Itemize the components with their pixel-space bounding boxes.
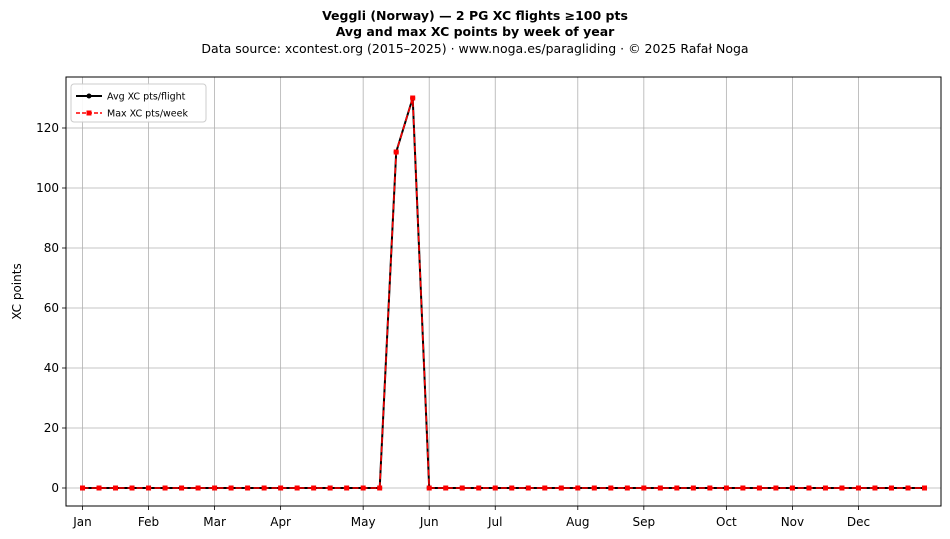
data-point xyxy=(657,485,663,491)
data-point xyxy=(129,485,135,491)
legend-label: Max XC pts/week xyxy=(107,109,188,120)
plot-frame xyxy=(65,76,942,507)
series-line xyxy=(82,97,925,489)
data-point xyxy=(509,485,515,491)
chart-subtitle: Data source: xcontest.org (2015–2025) · … xyxy=(201,41,749,56)
data-point xyxy=(476,485,482,491)
x-tick-label: Feb xyxy=(138,515,159,529)
x-tick-label: May xyxy=(351,515,376,529)
data-point xyxy=(525,485,531,491)
x-tick-label: Nov xyxy=(781,515,804,529)
legend-marker xyxy=(86,110,92,116)
data-point xyxy=(822,485,828,491)
data-point xyxy=(212,485,218,491)
data-point xyxy=(608,485,614,491)
x-tick-label: Jun xyxy=(419,515,439,529)
legend: Avg XC pts/flight Max XC pts/week xyxy=(70,83,207,123)
legend-box xyxy=(70,83,207,123)
data-point xyxy=(360,485,366,491)
chart-titles: Veggli (Norway) — 2 PG XC flights ≥100 p… xyxy=(0,8,950,57)
x-tick-label: Aug xyxy=(566,515,589,529)
data-point xyxy=(789,485,795,491)
data-point xyxy=(294,485,300,491)
data-point xyxy=(278,485,284,491)
x-tick-label: Oct xyxy=(716,515,737,529)
y-axis-label: XC points xyxy=(10,263,24,319)
data-point xyxy=(641,485,647,491)
data-point xyxy=(740,485,746,491)
data-point xyxy=(591,485,597,491)
x-tick-label: Apr xyxy=(270,515,291,529)
y-tick-label: 60 xyxy=(44,301,59,315)
data-point xyxy=(96,485,102,491)
data-point xyxy=(806,485,812,491)
data-point xyxy=(426,485,432,491)
x-tick-label: Jul xyxy=(487,515,502,529)
data-point xyxy=(459,485,465,491)
data-point xyxy=(146,485,152,491)
data-point xyxy=(228,485,234,491)
series-line xyxy=(82,97,925,489)
data-point xyxy=(80,485,86,491)
x-tick-label: Mar xyxy=(203,515,226,529)
y-tick-label: 120 xyxy=(36,121,59,135)
data-point xyxy=(921,485,927,491)
axis-ticks: 0 20 40 60 80 100 120 Jan Feb Mar Apr May Jun Jul Aug S… xyxy=(36,121,870,529)
y-tick-label: 0 xyxy=(51,481,59,495)
data-point xyxy=(872,485,878,491)
grid-lines xyxy=(66,77,941,506)
data-point xyxy=(855,485,861,491)
y-tick-label: 20 xyxy=(44,421,59,435)
data-point xyxy=(245,485,251,491)
x-tick-label: Sep xyxy=(633,515,656,529)
data-point xyxy=(179,485,185,491)
y-tick-label: 40 xyxy=(44,361,59,375)
data-point xyxy=(756,485,762,491)
data-point xyxy=(624,485,630,491)
data-point xyxy=(377,485,383,491)
data-point xyxy=(542,485,548,491)
x-tick-label: Jan xyxy=(72,515,92,529)
data-point xyxy=(261,485,267,491)
data-point xyxy=(393,149,399,155)
legend-label: Avg XC pts/flight xyxy=(107,92,186,103)
series-layer xyxy=(80,95,927,491)
data-point xyxy=(311,485,317,491)
data-point xyxy=(113,485,119,491)
data-point xyxy=(492,485,498,491)
data-point xyxy=(344,485,350,491)
data-point xyxy=(674,485,680,491)
data-point xyxy=(690,485,696,491)
data-point xyxy=(575,485,581,491)
x-tick-label: Dec xyxy=(847,515,870,529)
data-point xyxy=(839,485,845,491)
data-point xyxy=(888,485,894,491)
data-point xyxy=(195,485,201,491)
data-point xyxy=(558,485,564,491)
data-point xyxy=(723,485,729,491)
data-point xyxy=(707,485,713,491)
data-point xyxy=(327,485,333,491)
legend-marker xyxy=(86,93,92,99)
y-tick-label: 100 xyxy=(36,181,59,195)
data-point xyxy=(773,485,779,491)
data-point xyxy=(905,485,911,491)
chart-title-line1: Veggli (Norway) — 2 PG XC flights ≥100 p… xyxy=(322,8,628,23)
series-1 xyxy=(80,95,927,491)
y-tick-label: 80 xyxy=(44,241,59,255)
series-2 xyxy=(80,95,927,491)
chart-title-line2: Avg and max XC points by week of year xyxy=(335,24,615,39)
data-point xyxy=(443,485,449,491)
data-point xyxy=(162,485,168,491)
data-point xyxy=(410,95,416,101)
